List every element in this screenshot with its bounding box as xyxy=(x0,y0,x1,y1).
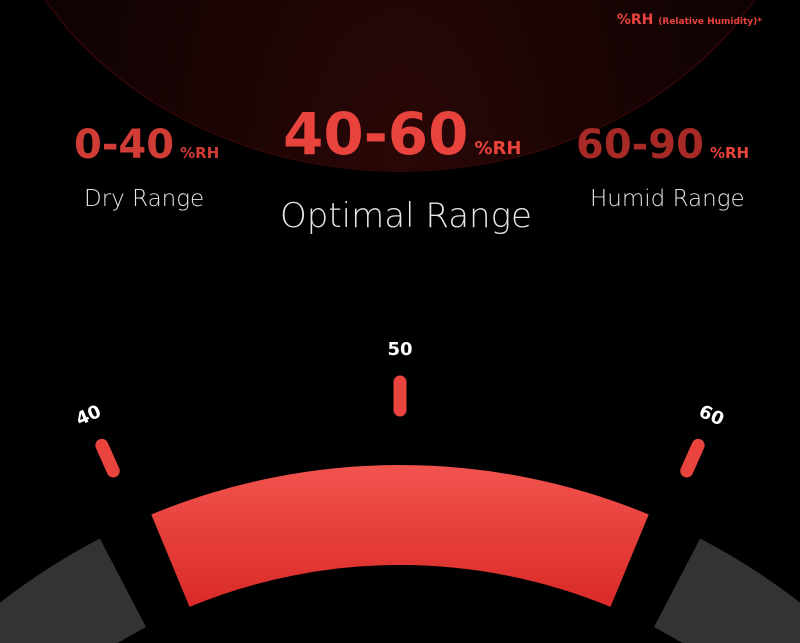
tick-mark xyxy=(95,438,120,478)
unit-note: %RH (Relative Humidity)* xyxy=(617,12,762,28)
note-unit: %RH xyxy=(616,12,654,28)
humid-range-number: 60-90 xyxy=(576,122,704,168)
optimal-segment xyxy=(151,465,649,607)
dry-range-value: 0-40 %RH xyxy=(74,122,219,168)
humid-range-value: 60-90 %RH xyxy=(576,122,749,168)
humid-range-label: Humid Range xyxy=(590,186,745,212)
dry-segment xyxy=(0,538,147,643)
tick-label: 50 xyxy=(387,339,412,360)
optimal-range-label: Optimal Range xyxy=(280,196,532,236)
tick-label: 40 xyxy=(73,401,104,430)
optimal-range-value: 40-60 %RH xyxy=(283,100,521,168)
tick-label: 60 xyxy=(696,401,727,430)
dry-range-label: Dry Range xyxy=(84,186,205,212)
dry-range-number: 0-40 xyxy=(74,122,175,168)
tick-mark xyxy=(680,438,705,478)
humid-segment xyxy=(653,538,800,643)
note-text: (Relative Humidity)* xyxy=(658,17,762,27)
optimal-range-unit: %RH xyxy=(474,138,522,159)
optimal-range-number: 40-60 xyxy=(283,100,469,168)
dry-range-unit: %RH xyxy=(180,144,220,162)
humid-range-unit: %RH xyxy=(709,144,750,162)
